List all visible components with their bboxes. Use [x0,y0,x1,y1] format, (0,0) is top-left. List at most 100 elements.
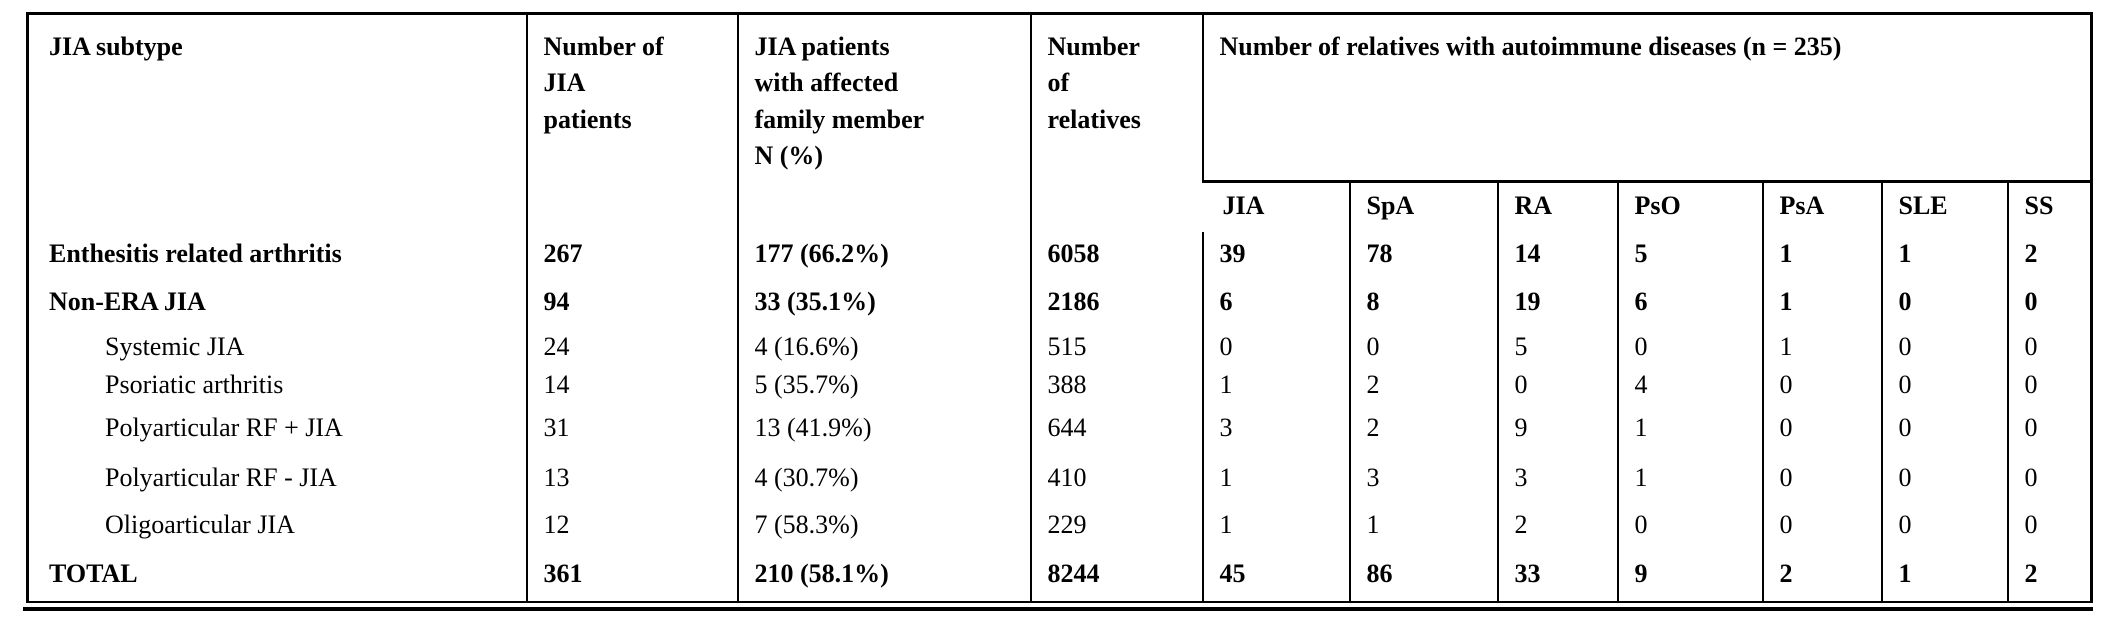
cell-jia: 6 [1201,276,1350,329]
cell-spa: 8 [1348,276,1498,329]
cell-pso: 1 [1616,453,1763,504]
cell-ss: 2 [2006,547,2092,602]
cell-ss: 0 [2006,453,2092,504]
cell-sle: 0 [1880,503,2008,548]
cell-patients: 12 [525,503,738,548]
cell-sle: 1 [1880,231,2008,277]
cell-subtype: Enthesitis related arthritis [49,238,342,268]
table-row-systemic: Systemic JIA 24 4 (16.6%) 515 0 0 5 0 1 … [28,328,2092,367]
cell-psa: 0 [1761,366,1882,404]
cell-patients: 267 [525,231,738,277]
cell-ra: 3 [1496,453,1618,504]
table-row-psoriatic: Psoriatic arthritis 14 5 (35.7%) 388 1 2… [28,366,2092,404]
cell-psa: 1 [1761,276,1882,329]
cell-spa: 0 [1348,328,1498,367]
cell-affected: 177 (66.2%) [736,231,1031,277]
cell-ra: 2 [1496,503,1618,548]
cell-affected: 4 (16.6%) [736,328,1031,367]
cell-relatives: 6058 [1029,231,1203,277]
cell-patients: 13 [525,453,738,504]
cell-ss: 0 [2006,328,2092,367]
cell-sle: 0 [1880,276,2008,329]
cell-spa: 2 [1348,366,1498,404]
subheader-pso: PsO [1616,181,1763,232]
cell-relatives: 515 [1029,328,1203,367]
cell-jia: 1 [1201,366,1350,404]
cell-jia: 39 [1201,231,1350,277]
cell-subtype: Polyarticular RF - JIA [105,463,337,493]
cell-affected: 7 (58.3%) [736,503,1031,548]
cell-ra: 9 [1496,403,1618,454]
table-row-polyarticular-rf-pos: Polyarticular RF + JIA 31 13 (41.9%) 644… [28,403,2092,454]
subheader-jia: JIA [1222,191,1265,220]
jia-family-table-figure: JIA subtype Number of JIA patients JIA p… [23,12,2094,611]
cell-ra: 33 [1496,547,1618,602]
cell-psa: 1 [1761,231,1882,277]
subheader-spa: SpA [1348,181,1498,232]
cell-relatives: 8244 [1029,547,1203,602]
cell-patients: 24 [525,328,738,367]
cell-affected: 5 (35.7%) [736,366,1031,404]
cell-relatives: 2186 [1029,276,1203,329]
cell-ss: 0 [2006,276,2092,329]
cell-jia: 1 [1201,453,1350,504]
cell-subtype: Systemic JIA [105,332,245,362]
table-row-non-era: Non-ERA JIA 94 33 (35.1%) 2186 6 8 19 6 … [28,276,2092,329]
cell-patients: 94 [525,276,738,329]
cell-ra: 14 [1496,231,1618,277]
cell-relatives: 410 [1029,453,1203,504]
cell-sle: 0 [1880,328,2008,367]
subheader-sle: SLE [1880,181,2008,232]
cell-sle: 1 [1880,547,2008,602]
cell-spa: 3 [1348,453,1498,504]
cell-subtype: Polyarticular RF + JIA [105,413,343,443]
header-row: JIA subtype Number of JIA patients JIA p… [28,13,2092,232]
cell-pso: 1 [1616,403,1763,454]
subheader-row: JIA SpA RA PsO PsA SLE SS [28,181,2092,232]
cell-pso: 0 [1616,503,1763,548]
cell-ss: 0 [2006,403,2092,454]
cell-sle: 0 [1880,366,2008,404]
cell-relatives: 644 [1029,403,1203,454]
cell-ss: 2 [2006,231,2092,277]
table-row-enthesitis: Enthesitis related arthritis 267 177 (66… [28,231,2092,277]
cell-patients: 14 [525,366,738,404]
header-autoimmune-diseases-group: Number of relatives with autoimmune dise… [1201,13,2092,183]
cell-spa: 86 [1348,547,1498,602]
cell-subtype: TOTAL [49,558,138,588]
cell-affected: 13 (41.9%) [736,403,1031,454]
table-row-polyarticular-rf-neg: Polyarticular RF - JIA 13 4 (30.7%) 410 … [28,453,2092,504]
cell-jia: 0 [1201,328,1350,367]
cell-ss: 0 [2006,366,2092,404]
cell-psa: 1 [1761,328,1882,367]
cell-psa: 0 [1761,503,1882,548]
table-bottom-rule [23,606,2093,611]
subheader-psa: PsA [1761,181,1882,232]
header-affected-family-member: JIA patients with affected family member… [736,13,1031,232]
table-row-total: TOTAL 361 210 (58.1%) 8244 45 86 33 9 2 … [28,547,2092,602]
cell-psa: 0 [1761,453,1882,504]
subheader-ra: RA [1496,181,1618,232]
header-jia-subtype: JIA subtype [49,32,183,61]
cell-subtype: Psoriatic arthritis [105,369,284,399]
cell-subtype: Non-ERA JIA [49,287,206,317]
cell-affected: 4 (30.7%) [736,453,1031,504]
cell-spa: 1 [1348,503,1498,548]
cell-spa: 2 [1348,403,1498,454]
cell-jia: 45 [1201,547,1350,602]
cell-pso: 6 [1616,276,1763,329]
cell-pso: 4 [1616,366,1763,404]
cell-relatives: 229 [1029,503,1203,548]
cell-affected: 210 (58.1%) [736,547,1031,602]
table-row-oligoarticular: Oligoarticular JIA 12 7 (58.3%) 229 1 1 … [28,503,2092,548]
cell-pso: 9 [1616,547,1763,602]
cell-pso: 0 [1616,328,1763,367]
cell-ra: 19 [1496,276,1618,329]
header-number-of-jia-patients: Number of JIA patients [525,13,738,232]
cell-relatives: 388 [1029,366,1203,404]
cell-subtype: Oligoarticular JIA [105,510,295,540]
cell-ra: 5 [1496,328,1618,367]
header-number-of-relatives: Number of relatives [1029,13,1203,232]
cell-sle: 0 [1880,453,2008,504]
jia-family-table: JIA subtype Number of JIA patients JIA p… [26,12,2094,603]
